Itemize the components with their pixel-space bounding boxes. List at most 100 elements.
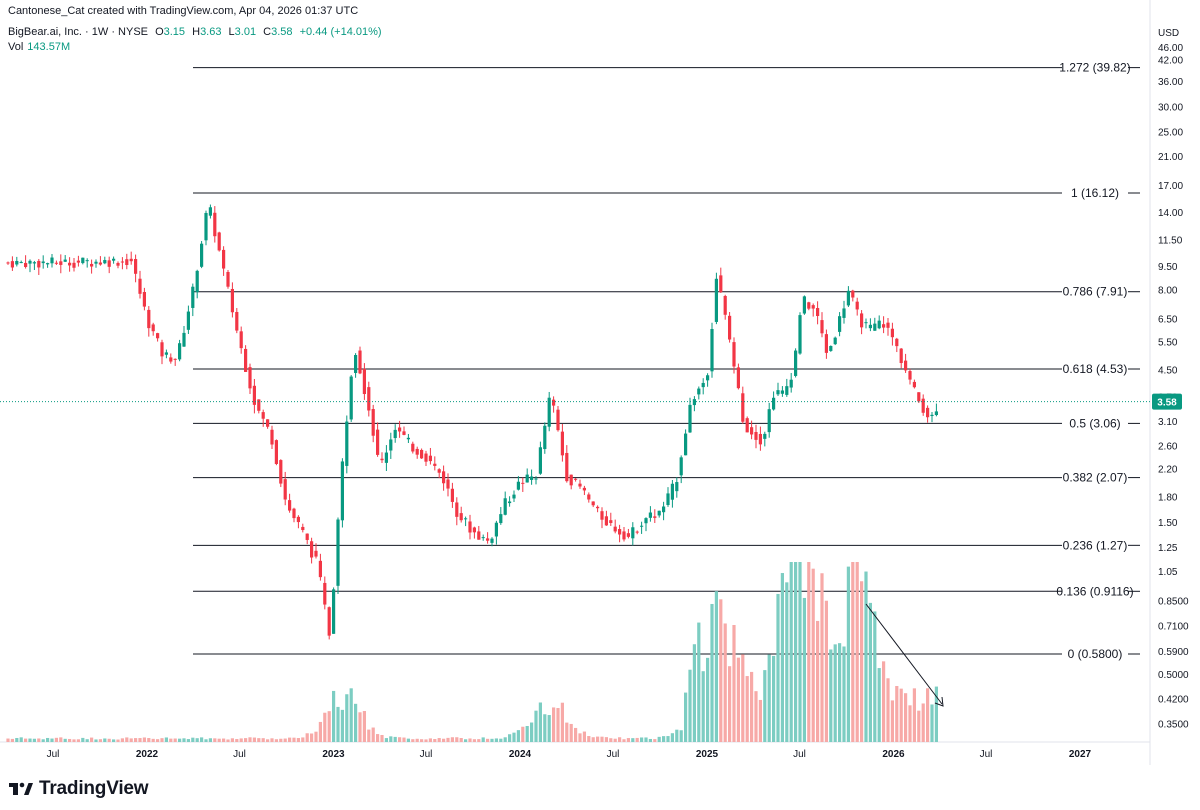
- volume-bar[interactable]: [305, 733, 309, 742]
- candle-body[interactable]: [886, 322, 890, 328]
- volume-bar[interactable]: [772, 655, 776, 742]
- volume-bar[interactable]: [486, 738, 490, 742]
- candle-body[interactable]: [653, 516, 657, 518]
- candle-body[interactable]: [477, 531, 481, 540]
- candle-body[interactable]: [59, 261, 63, 265]
- candle-body[interactable]: [877, 320, 881, 329]
- candle-body[interactable]: [235, 311, 239, 331]
- volume-bar[interactable]: [424, 739, 428, 742]
- candle-body[interactable]: [785, 386, 789, 395]
- candle-body[interactable]: [182, 332, 186, 347]
- candle-body[interactable]: [85, 260, 89, 262]
- price-chart[interactable]: USD 46.00 42.00 36.00 30.00 25.00 21.00 17.00 14…: [0, 0, 1200, 765]
- volume-bar[interactable]: [239, 738, 243, 742]
- volume-bar[interactable]: [745, 676, 749, 742]
- candle-body[interactable]: [169, 357, 173, 362]
- volume-bar[interactable]: [459, 738, 463, 742]
- volume-bar[interactable]: [393, 736, 397, 742]
- candle-body[interactable]: [446, 479, 450, 489]
- candle-body[interactable]: [428, 455, 432, 462]
- candle-body[interactable]: [723, 296, 727, 315]
- volume-bar[interactable]: [631, 738, 635, 742]
- volume-bar[interactable]: [107, 738, 111, 742]
- volume-bar[interactable]: [626, 738, 630, 742]
- volume-bar[interactable]: [591, 737, 595, 742]
- candle-body[interactable]: [556, 409, 560, 431]
- candle-body[interactable]: [156, 333, 160, 339]
- candle-body[interactable]: [15, 260, 19, 265]
- candle-body[interactable]: [450, 488, 454, 502]
- candle-body[interactable]: [846, 290, 850, 306]
- candle-body[interactable]: [459, 513, 463, 521]
- candle-body[interactable]: [433, 463, 437, 466]
- candle-body[interactable]: [411, 443, 415, 452]
- volume-bar[interactable]: [173, 738, 177, 742]
- volume-bar[interactable]: [648, 738, 652, 742]
- volume-bar[interactable]: [882, 661, 886, 742]
- candle-body[interactable]: [112, 258, 116, 261]
- candle-body[interactable]: [622, 531, 626, 540]
- volume-bar[interactable]: [389, 736, 393, 742]
- volume-bar[interactable]: [195, 738, 199, 742]
- candle-body[interactable]: [899, 348, 903, 364]
- volume-bar[interactable]: [266, 739, 270, 742]
- candle-body[interactable]: [68, 262, 72, 266]
- volume-bar[interactable]: [490, 738, 494, 742]
- volume-bar[interactable]: [855, 562, 859, 742]
- volume-bar[interactable]: [785, 582, 789, 742]
- candle-body[interactable]: [336, 519, 340, 586]
- candle-body[interactable]: [376, 429, 380, 455]
- candle-body[interactable]: [362, 368, 366, 395]
- candle-body[interactable]: [631, 527, 635, 539]
- volume-bar[interactable]: [98, 739, 102, 742]
- candle-body[interactable]: [684, 433, 688, 456]
- volume-bar[interactable]: [780, 573, 784, 742]
- volume-bar[interactable]: [829, 649, 833, 742]
- volume-bar[interactable]: [618, 737, 622, 742]
- volume-bar[interactable]: [120, 738, 124, 742]
- volume-bar[interactable]: [697, 622, 701, 742]
- volume-bar[interactable]: [402, 737, 406, 742]
- candle-body[interactable]: [565, 452, 569, 482]
- candle-body[interactable]: [569, 474, 573, 486]
- candle-body[interactable]: [226, 271, 230, 287]
- volume-bar[interactable]: [310, 733, 314, 742]
- volume-bar[interactable]: [200, 737, 204, 742]
- volume-bar[interactable]: [758, 699, 762, 742]
- volume-bar[interactable]: [24, 738, 28, 742]
- volume-bar[interactable]: [151, 738, 155, 742]
- candle-body[interactable]: [424, 453, 428, 462]
- volume-bar[interactable]: [230, 738, 234, 742]
- candle-body[interactable]: [811, 305, 815, 309]
- candle-body[interactable]: [745, 418, 749, 433]
- candle-body[interactable]: [758, 433, 762, 445]
- candle-body[interactable]: [358, 350, 362, 374]
- candle-body[interactable]: [908, 371, 912, 380]
- candle-body[interactable]: [28, 260, 32, 264]
- volume-bar[interactable]: [750, 671, 754, 742]
- candle-body[interactable]: [882, 324, 886, 328]
- volume-bar[interactable]: [512, 732, 516, 742]
- volume-bar[interactable]: [587, 736, 591, 742]
- volume-bar[interactable]: [354, 703, 358, 742]
- volume-bar[interactable]: [279, 738, 283, 742]
- volume-bar[interactable]: [296, 738, 300, 742]
- volume-bar[interactable]: [129, 738, 133, 742]
- candle-body[interactable]: [640, 525, 644, 527]
- candle-body[interactable]: [750, 427, 754, 435]
- candle-body[interactable]: [310, 541, 314, 558]
- tradingview-brand[interactable]: TradingView: [9, 778, 149, 800]
- candle-body[interactable]: [873, 323, 877, 331]
- volume-bar[interactable]: [54, 737, 58, 742]
- candle-body[interactable]: [464, 518, 468, 520]
- candle-body[interactable]: [195, 270, 199, 293]
- volume-bar[interactable]: [398, 737, 402, 742]
- volume-bar[interactable]: [323, 712, 327, 742]
- candle-body[interactable]: [32, 262, 36, 264]
- candle-body[interactable]: [420, 449, 424, 459]
- volume-bar[interactable]: [640, 737, 644, 742]
- volume-bar[interactable]: [32, 738, 36, 742]
- volume-bar[interactable]: [252, 737, 256, 742]
- candle-body[interactable]: [904, 360, 908, 371]
- volume-bar[interactable]: [807, 562, 811, 742]
